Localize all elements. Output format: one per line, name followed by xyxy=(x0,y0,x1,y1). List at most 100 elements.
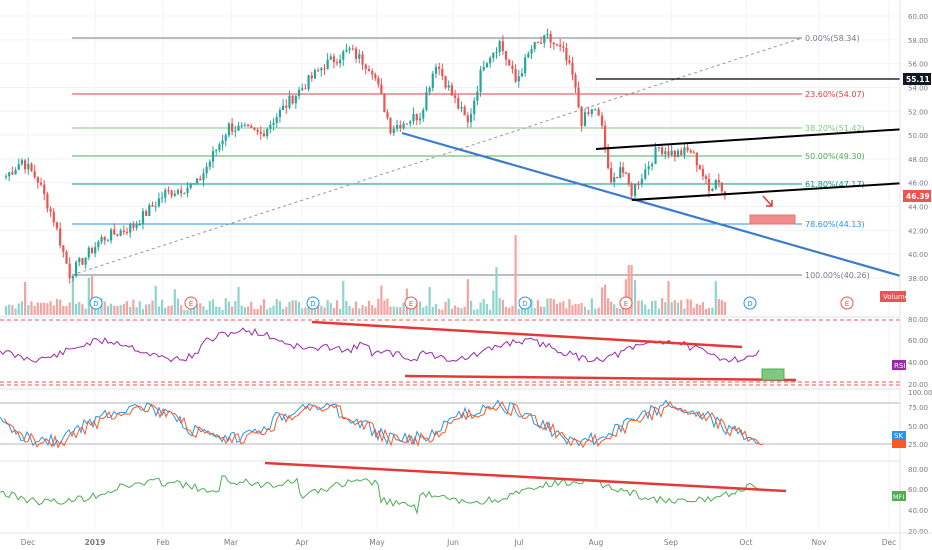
dividend-marker xyxy=(306,296,320,310)
candle-body xyxy=(262,133,266,137)
candle-body xyxy=(661,147,664,155)
candle-body xyxy=(485,63,489,68)
candle-body xyxy=(288,95,291,108)
volume-bar xyxy=(704,309,708,315)
volume-bar xyxy=(511,305,514,315)
volume-bar xyxy=(227,301,231,315)
candle-body xyxy=(441,68,444,77)
candle-body xyxy=(463,107,466,116)
candle-body xyxy=(36,177,39,183)
volume-bar xyxy=(141,309,145,315)
volume-bar xyxy=(30,301,33,315)
indicator-tick-label: 75.00 xyxy=(908,404,928,412)
volume-bar xyxy=(415,301,418,315)
volume-bar xyxy=(389,306,392,315)
candle-body xyxy=(14,169,17,175)
candle-body xyxy=(256,129,259,132)
indicator-tick-label: 100.00 xyxy=(908,389,932,397)
candle-body xyxy=(555,44,559,46)
volume-bar xyxy=(527,304,530,315)
down-arrow xyxy=(762,195,773,207)
volume-bar xyxy=(536,300,539,315)
time-tick-label: Jul xyxy=(513,538,523,547)
volume-bar xyxy=(281,308,285,315)
candle-body xyxy=(539,42,543,44)
candle-body xyxy=(224,135,227,141)
volume-bar xyxy=(84,308,87,315)
candle-body xyxy=(103,237,106,241)
candlesticks xyxy=(4,28,726,284)
candle-body xyxy=(594,109,597,111)
candle-body xyxy=(361,54,364,65)
candle-body xyxy=(590,109,593,114)
volume-bar xyxy=(482,299,485,315)
mfi-tag: MFI xyxy=(893,493,904,501)
candle-body xyxy=(415,114,418,121)
event-markers[interactable]: D D D DE E E E xyxy=(89,296,854,310)
volume-bar xyxy=(68,302,71,315)
volume-bar xyxy=(664,302,667,315)
candle-body xyxy=(680,150,683,156)
candle-body xyxy=(304,88,307,90)
volume-bar xyxy=(425,305,428,315)
candle-body xyxy=(402,123,405,129)
volume-bar xyxy=(335,300,339,315)
volume-bar xyxy=(17,303,20,315)
fib-level-label: 78.60%(44.13) xyxy=(805,220,865,229)
candle-body xyxy=(272,122,275,125)
time-tick-label: Oct xyxy=(740,538,753,547)
volume-bar xyxy=(192,303,196,315)
rsi-tag-bg xyxy=(892,360,906,370)
candle-body xyxy=(339,59,342,64)
volume-bar xyxy=(619,308,622,315)
candle-body xyxy=(627,172,630,184)
volume-bar xyxy=(221,309,224,315)
candle-body xyxy=(431,73,434,88)
volume-bar xyxy=(380,285,383,315)
volume-bar xyxy=(571,305,574,315)
fib-level-label: 50.00%(49.30) xyxy=(805,152,865,161)
candle-body xyxy=(33,171,36,178)
indicator-tick-label: 50.00 xyxy=(908,423,928,431)
candle-body xyxy=(39,182,43,185)
candle-body xyxy=(90,247,94,254)
volume-bar xyxy=(680,300,683,315)
candle-body xyxy=(367,68,371,71)
price-axis[interactable]: 60.00 58.00 56.00 54.00 52.00 50.00 48.00 46.00… xyxy=(880,0,932,550)
candle-body xyxy=(20,160,24,165)
candle-body xyxy=(546,33,549,36)
volume-bar xyxy=(329,303,332,315)
candle-body xyxy=(637,184,640,186)
fib-diagonal xyxy=(71,37,803,276)
volume-bar xyxy=(173,289,176,315)
volume-bar xyxy=(616,307,619,315)
volume-bar xyxy=(320,305,323,315)
time-tick-label: Feb xyxy=(156,538,170,547)
candle-body xyxy=(135,224,138,228)
volume-bar xyxy=(587,309,590,315)
volume-bar xyxy=(176,298,180,315)
candle-body xyxy=(530,49,533,54)
volume-bar xyxy=(597,307,600,315)
volume-bar xyxy=(654,300,657,315)
volume-bar xyxy=(125,301,129,315)
candle-body xyxy=(460,107,463,109)
candle-body xyxy=(444,76,447,88)
indicator-panes xyxy=(0,316,932,516)
volume-bar xyxy=(399,307,402,315)
time-axis[interactable]: Dec 2019 Feb Mar Apr May Jun Jul Aug Sep Oct Nov Dec xyxy=(0,532,932,547)
candle-body xyxy=(647,166,650,170)
volume-bar xyxy=(348,305,351,315)
candle-body xyxy=(621,167,625,173)
candle-body xyxy=(504,51,508,60)
earnings-marker-label: E xyxy=(409,300,413,308)
candle-body xyxy=(281,105,285,111)
candle-body xyxy=(4,176,8,178)
volume-bar xyxy=(371,304,374,315)
candle-body xyxy=(489,57,492,64)
volume-bar xyxy=(361,304,364,315)
candle-body xyxy=(49,208,52,212)
trend-drawings[interactable] xyxy=(401,128,932,287)
volume-bar xyxy=(689,299,692,315)
